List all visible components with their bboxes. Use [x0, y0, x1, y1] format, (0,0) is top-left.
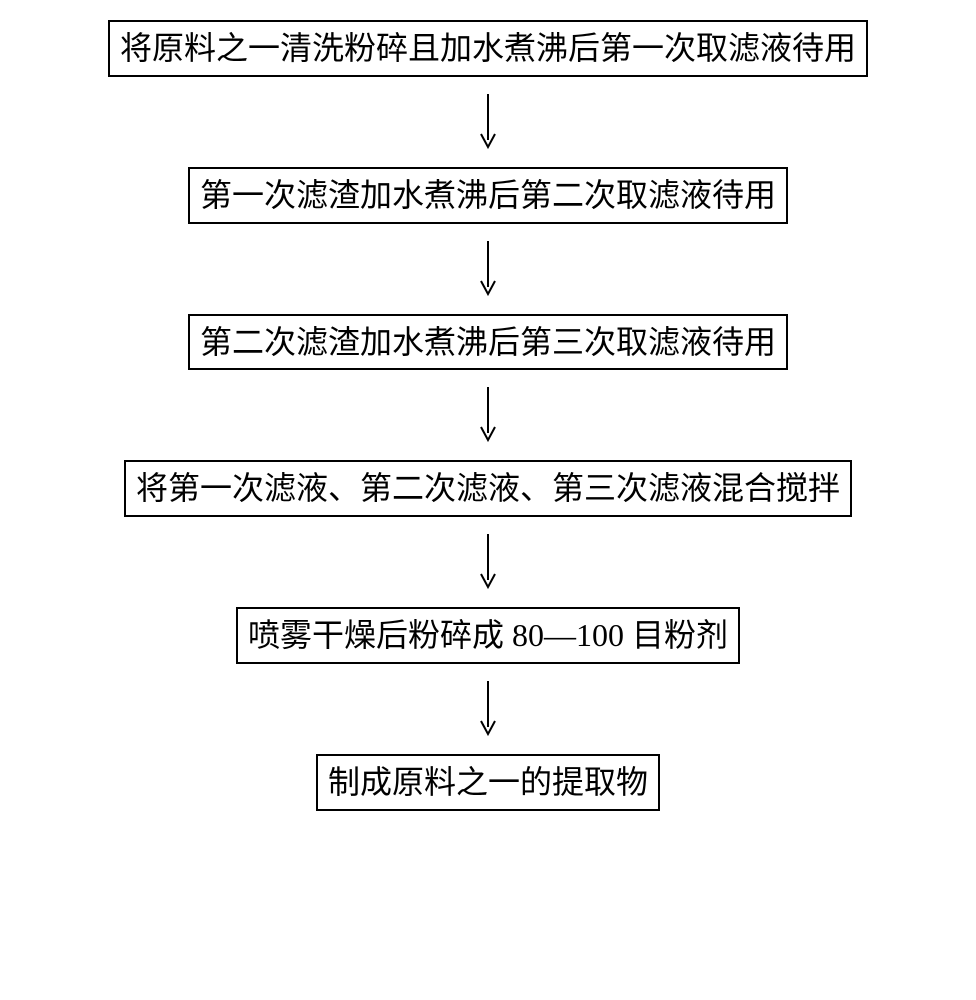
flow-step-6: 制成原料之一的提取物	[316, 754, 660, 811]
flow-step-5: 喷雾干燥后粉碎成 80—100 目粉剂	[236, 607, 740, 664]
flow-arrow-4	[478, 517, 498, 607]
flow-step-3-text: 第二次滤渣加水煮沸后第三次取滤液待用	[200, 324, 776, 360]
flow-arrow-5	[478, 664, 498, 754]
flow-step-3: 第二次滤渣加水煮沸后第三次取滤液待用	[188, 314, 788, 371]
flow-step-1: 将原料之一清洗粉碎且加水煮沸后第一次取滤液待用	[108, 20, 868, 77]
flow-step-4: 将第一次滤液、第二次滤液、第三次滤液混合搅拌	[124, 460, 852, 517]
flow-step-5-text: 喷雾干燥后粉碎成 80—100 目粉剂	[248, 617, 728, 653]
flow-arrow-2	[478, 224, 498, 314]
flow-step-4-text: 将第一次滤液、第二次滤液、第三次滤液混合搅拌	[136, 470, 840, 506]
flow-arrow-1	[478, 77, 498, 167]
flow-step-2: 第一次滤渣加水煮沸后第二次取滤液待用	[188, 167, 788, 224]
flow-step-2-text: 第一次滤渣加水煮沸后第二次取滤液待用	[200, 177, 776, 213]
flow-step-1-text: 将原料之一清洗粉碎且加水煮沸后第一次取滤液待用	[120, 30, 856, 66]
flow-step-6-text: 制成原料之一的提取物	[328, 764, 648, 800]
flow-arrow-3	[478, 370, 498, 460]
